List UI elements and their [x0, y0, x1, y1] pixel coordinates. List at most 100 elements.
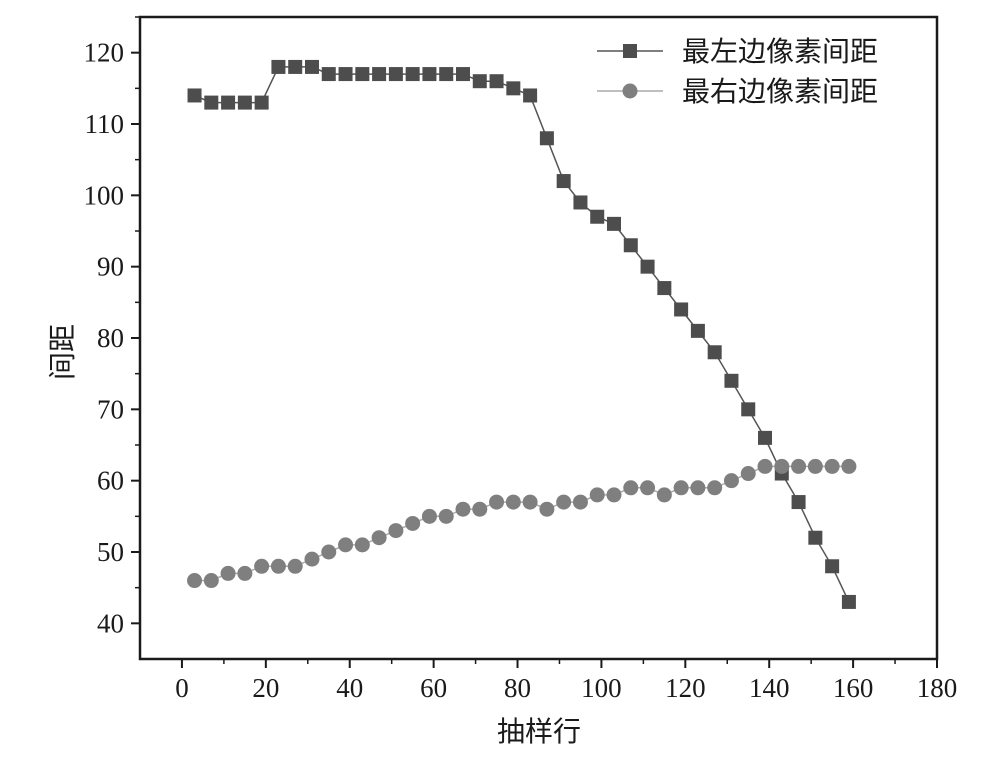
data-point [791, 495, 806, 510]
data-point [589, 487, 605, 503]
data-point [690, 323, 705, 338]
data-point [237, 95, 252, 110]
data-point [774, 458, 790, 474]
data-point [522, 494, 538, 510]
data-point [841, 458, 857, 474]
series-line [194, 465, 849, 582]
data-point [523, 88, 538, 103]
data-point [590, 209, 605, 224]
x-tick-label: 80 [504, 673, 531, 703]
data-point [572, 494, 588, 510]
legend-square-marker [623, 44, 637, 58]
data-point [556, 494, 572, 510]
data-point [539, 501, 555, 517]
data-point [438, 508, 454, 524]
data-point [556, 174, 571, 189]
data-point [489, 74, 504, 89]
data-point [723, 473, 739, 489]
legend-circle-marker [622, 83, 638, 99]
data-point [237, 565, 253, 581]
data-point [472, 74, 487, 89]
data-point [288, 59, 303, 74]
data-point [539, 131, 554, 146]
data-point [472, 501, 488, 517]
data-point [673, 480, 689, 496]
data-point [758, 430, 773, 445]
data-point [740, 466, 756, 482]
data-point [338, 67, 353, 82]
x-tick-label: 140 [749, 673, 790, 703]
data-point [354, 537, 370, 553]
data-point [271, 59, 286, 74]
legend-entry: 最右边像素间距 [597, 75, 878, 108]
series-2 [187, 458, 857, 589]
data-point [791, 458, 807, 474]
data-point [573, 195, 588, 210]
data-point [640, 480, 656, 496]
data-point [807, 458, 823, 474]
y-tick-label: 70 [97, 394, 124, 424]
data-point [187, 88, 202, 103]
x-tick-label: 100 [581, 673, 622, 703]
data-point [270, 558, 286, 574]
data-point [388, 67, 403, 82]
data-point [338, 537, 354, 553]
data-point [657, 281, 672, 296]
x-tick-label: 0 [175, 673, 189, 703]
x-tick-label: 180 [917, 673, 958, 703]
legend-label: 最右边像素间距 [682, 75, 878, 108]
data-point [825, 559, 840, 574]
data-point [221, 95, 236, 110]
data-point [254, 95, 269, 110]
data-point [489, 494, 505, 510]
data-point [405, 515, 421, 531]
data-point [388, 523, 404, 539]
x-tick-label: 40 [336, 673, 363, 703]
y-tick-label: 110 [85, 109, 125, 139]
x-tick-label: 60 [420, 673, 447, 703]
y-tick-label: 80 [97, 323, 124, 353]
y-tick-label: 60 [97, 466, 124, 496]
series-1 [187, 59, 856, 609]
data-point [405, 67, 420, 82]
data-point [455, 67, 470, 82]
data-point [254, 558, 270, 574]
plot-area [187, 59, 857, 609]
y-tick-label: 120 [84, 38, 125, 68]
data-point [841, 594, 856, 609]
data-point [690, 480, 706, 496]
data-point [707, 345, 722, 360]
data-point [640, 259, 655, 274]
data-point [707, 480, 723, 496]
x-tick-label: 160 [833, 673, 874, 703]
series-line [194, 66, 850, 603]
data-point [757, 458, 773, 474]
data-point [304, 59, 319, 74]
data-point [355, 67, 370, 82]
data-point [505, 494, 521, 510]
y-tick-label: 50 [97, 537, 124, 567]
data-point [455, 501, 471, 517]
data-point [371, 530, 387, 546]
y-axis-title: 间距 [46, 324, 79, 380]
data-point [187, 573, 203, 589]
legend-label: 最左边像素间距 [682, 35, 878, 68]
data-point [623, 238, 638, 253]
y-tick-label: 100 [84, 180, 125, 210]
data-point [203, 573, 219, 589]
data-point [824, 458, 840, 474]
data-point [220, 565, 236, 581]
data-point [674, 302, 689, 317]
data-point [321, 67, 336, 82]
data-point [439, 67, 454, 82]
x-axis-title: 抽样行 [497, 715, 581, 748]
data-point [607, 216, 622, 231]
data-point [321, 544, 337, 560]
data-point [422, 67, 437, 82]
data-point [606, 487, 622, 503]
data-point [421, 508, 437, 524]
y-tick-label: 90 [97, 252, 124, 282]
